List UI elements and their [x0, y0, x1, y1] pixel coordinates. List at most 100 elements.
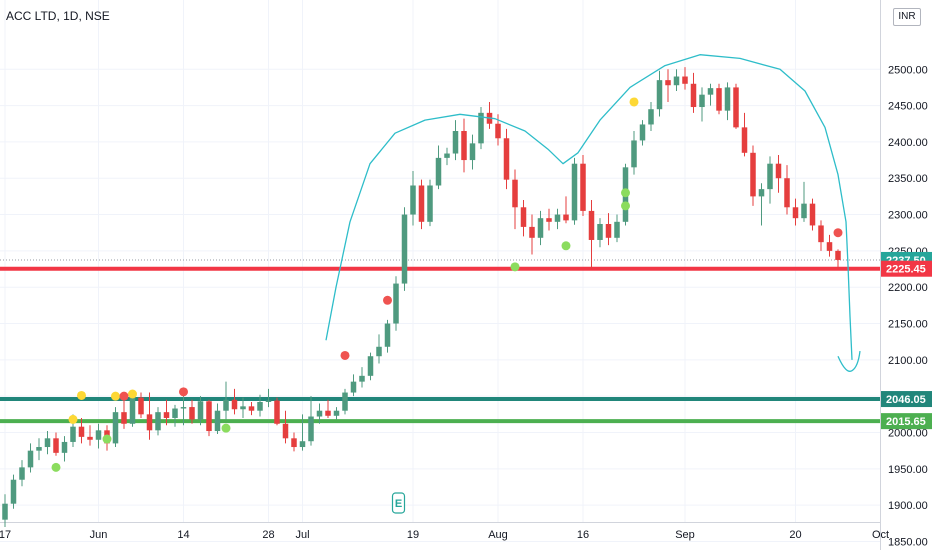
candle — [750, 145, 756, 206]
candle-body — [818, 225, 824, 243]
y-tick-label: 2200.00 — [888, 282, 928, 294]
candle — [299, 414, 306, 451]
candle — [2, 494, 8, 527]
y-tick-label: 2350.00 — [888, 173, 928, 185]
x-tick-label: Jul — [295, 529, 309, 541]
candle — [503, 128, 510, 190]
candle — [112, 407, 119, 448]
candle-body — [44, 438, 51, 448]
level-tag-label: 2225.45 — [886, 264, 926, 276]
x-tick-label: Sep — [675, 529, 695, 541]
candle-body — [121, 412, 127, 424]
candle-body — [27, 450, 34, 468]
signal-dot — [510, 262, 520, 272]
candle — [376, 334, 382, 364]
candle — [571, 157, 578, 225]
candle — [656, 70, 663, 117]
candle — [223, 381, 229, 420]
candle — [180, 396, 187, 426]
candle-body — [2, 503, 8, 520]
x-tick-label: 17 — [0, 529, 11, 541]
candle-body — [359, 375, 365, 382]
candle — [121, 399, 127, 429]
candle — [163, 399, 170, 426]
candle-body — [648, 109, 654, 125]
candle-body — [741, 127, 748, 153]
candle — [418, 179, 425, 230]
candle — [512, 169, 518, 230]
x-tick-label: 14 — [177, 529, 189, 541]
candle — [146, 392, 153, 440]
candle-body — [809, 203, 816, 226]
candle-body — [775, 163, 782, 179]
candle-body — [767, 163, 773, 190]
candle-body — [333, 410, 340, 416]
level-tag-label: 2046.05 — [886, 394, 926, 406]
y-tick-label: 2150.00 — [888, 319, 928, 331]
candle — [605, 213, 612, 246]
candle — [478, 107, 484, 150]
candle — [257, 394, 263, 417]
candle — [563, 196, 569, 224]
candle-body — [163, 412, 170, 418]
candle — [580, 154, 586, 217]
candle-body — [571, 163, 578, 221]
candle — [61, 436, 68, 462]
signal-dot — [621, 188, 630, 198]
signal-dot — [119, 391, 129, 401]
candle — [767, 156, 773, 204]
grid — [0, 0, 881, 542]
candle-body — [537, 218, 544, 238]
candle-body — [146, 414, 153, 431]
candle-body — [36, 447, 42, 451]
currency-unit-button[interactable]: INR — [893, 8, 921, 26]
candle-body — [10, 479, 17, 504]
candle-body — [716, 88, 722, 111]
candle-body — [469, 143, 476, 161]
candle — [214, 403, 221, 434]
candle-body — [826, 242, 833, 251]
candle-body — [435, 157, 442, 186]
candle-body — [707, 88, 714, 95]
signal-dot — [621, 201, 630, 211]
candle — [265, 388, 272, 408]
candle — [716, 83, 722, 115]
y-tick-label: 2300.00 — [888, 210, 928, 222]
candle — [699, 87, 705, 122]
level-tag-label: 2015.65 — [886, 416, 926, 428]
y-tick-label: 2100.00 — [888, 355, 928, 367]
candle-body — [240, 406, 246, 410]
candle-body — [70, 426, 76, 442]
x-tick-label: Oct — [872, 529, 889, 541]
candle — [27, 443, 34, 473]
symbol-title: ACC LTD, 1D, NSE — [6, 9, 110, 23]
signal-dot — [629, 97, 639, 107]
candle-body — [308, 416, 314, 442]
candle-body — [138, 397, 144, 415]
candle-body — [733, 87, 739, 128]
candle — [155, 407, 161, 436]
signal-dot — [221, 423, 231, 433]
candle-body — [520, 207, 527, 227]
candle-body — [427, 185, 433, 222]
candle-body — [61, 441, 68, 453]
candle — [197, 396, 204, 426]
candle — [172, 404, 178, 427]
candle — [427, 179, 433, 227]
candle-body — [223, 399, 229, 411]
candle — [639, 120, 646, 146]
candle-body — [274, 400, 280, 424]
signal-dot — [111, 391, 120, 401]
candle — [282, 410, 289, 444]
candle-body — [129, 397, 136, 424]
candle — [801, 181, 807, 222]
candle — [690, 72, 697, 113]
candle — [95, 423, 102, 449]
candle — [308, 396, 314, 446]
candle-body — [180, 407, 187, 409]
candle — [78, 417, 85, 444]
candle-body — [673, 76, 680, 86]
candle-body — [87, 436, 93, 440]
candle-body — [112, 412, 119, 444]
